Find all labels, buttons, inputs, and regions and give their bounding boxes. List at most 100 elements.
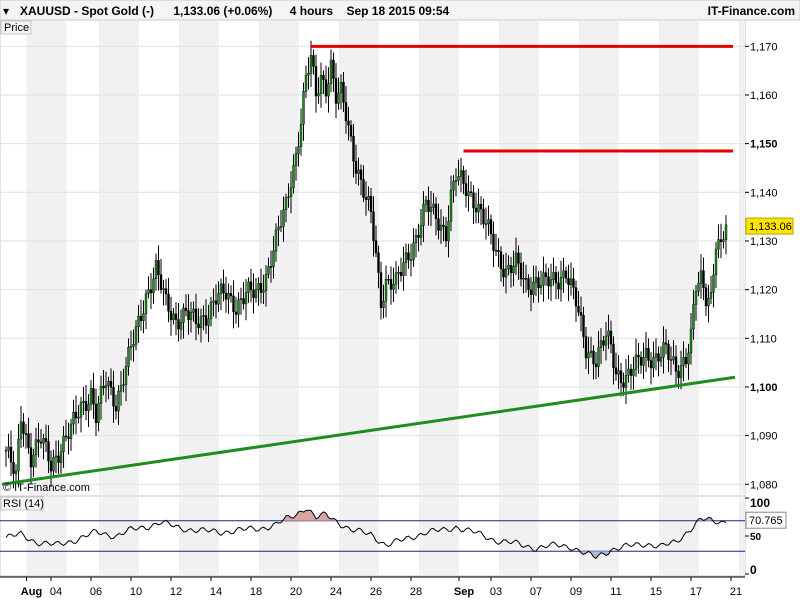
candle-body bbox=[417, 234, 420, 238]
candle-body bbox=[202, 315, 205, 317]
candle-body bbox=[334, 78, 338, 104]
candle-body bbox=[537, 277, 540, 289]
candle-body bbox=[627, 368, 630, 376]
candle-body bbox=[369, 196, 373, 213]
candle-body bbox=[437, 218, 440, 231]
candle-body bbox=[409, 259, 413, 261]
candle-body bbox=[647, 347, 650, 361]
candle-body bbox=[574, 287, 578, 307]
candle-body bbox=[52, 456, 55, 472]
candle-body bbox=[394, 272, 398, 285]
candle-body bbox=[577, 305, 580, 313]
candle-body bbox=[74, 411, 78, 419]
candle-body bbox=[364, 197, 368, 200]
candle-body bbox=[379, 272, 383, 308]
candle-body bbox=[102, 386, 105, 389]
timeframe-label[interactable]: 4 hours bbox=[290, 4, 334, 18]
trend-lines bbox=[1, 44, 736, 486]
candle-body bbox=[134, 326, 138, 345]
candle-body bbox=[112, 387, 115, 407]
candle-body bbox=[59, 451, 63, 463]
support-trendline[interactable] bbox=[1, 375, 736, 486]
candle-body bbox=[539, 284, 543, 289]
candle-body bbox=[254, 289, 258, 298]
candle-body bbox=[669, 359, 673, 361]
candle-body bbox=[689, 328, 693, 354]
candle-body bbox=[262, 290, 265, 293]
candle-body bbox=[317, 93, 320, 97]
price-axis-label: 1,080 bbox=[750, 479, 778, 491]
last-price-label: 1,133.06 bbox=[749, 221, 792, 233]
time-axis-label: 20 bbox=[290, 586, 302, 598]
candle-body bbox=[332, 59, 335, 79]
candle-body bbox=[479, 203, 483, 210]
candle-body bbox=[302, 91, 305, 125]
candle-body bbox=[419, 225, 423, 238]
candle-body bbox=[614, 367, 618, 375]
candle-body bbox=[94, 403, 98, 423]
candle-body bbox=[697, 283, 700, 292]
candle-body bbox=[439, 224, 443, 231]
candle-body bbox=[209, 301, 213, 320]
dropdown-arrow-icon[interactable]: ▾ bbox=[3, 4, 9, 18]
candle-body bbox=[397, 272, 400, 274]
time-axis: Aug 04 06 10 12 14 18 20 24 26 28 Sep 03 07 09 11 15 17 21 bbox=[0, 576, 745, 598]
price-axis-label: 1,160 bbox=[750, 90, 778, 102]
candle-body bbox=[357, 169, 360, 174]
time-axis-label: 17 bbox=[690, 586, 702, 598]
rsi-overbought-fill bbox=[306, 510, 309, 521]
time-axis-label: 12 bbox=[170, 586, 182, 598]
candle-body bbox=[172, 313, 175, 321]
candle-body bbox=[704, 287, 708, 307]
candle-body bbox=[182, 307, 185, 323]
candle-body bbox=[464, 183, 468, 196]
candle-body bbox=[374, 240, 378, 254]
price-candles bbox=[4, 40, 728, 489]
candle-body bbox=[422, 204, 425, 226]
candle-body bbox=[617, 370, 620, 375]
candle-body bbox=[97, 403, 100, 423]
candle-body bbox=[79, 402, 83, 418]
candle-body bbox=[239, 298, 243, 300]
candle-body bbox=[562, 270, 565, 278]
candle-body bbox=[162, 288, 165, 290]
candle-body bbox=[707, 298, 710, 307]
candle-body bbox=[327, 83, 330, 97]
candle-body bbox=[264, 274, 268, 291]
candle-body bbox=[492, 233, 495, 251]
price-axis-label: 1,100 bbox=[750, 382, 778, 394]
candle-body bbox=[579, 312, 583, 316]
candle-body bbox=[699, 270, 703, 284]
candle-body bbox=[632, 369, 635, 376]
candle-body bbox=[657, 353, 660, 362]
rsi-plot bbox=[0, 509, 745, 560]
candle-body bbox=[9, 446, 13, 463]
candle-body bbox=[177, 319, 180, 330]
candle-body bbox=[252, 289, 255, 298]
candle-body bbox=[349, 125, 353, 137]
symbol-title: XAUUSD - Spot Gold (-) bbox=[20, 4, 154, 18]
candle-body bbox=[319, 74, 323, 94]
candle-body bbox=[459, 170, 463, 177]
candle-body bbox=[342, 81, 345, 103]
candle-body bbox=[164, 288, 168, 295]
candle-body bbox=[244, 292, 248, 305]
candle-body bbox=[389, 279, 393, 290]
candle-body bbox=[547, 276, 550, 287]
candle-body bbox=[222, 283, 225, 294]
time-axis-label: 10 bbox=[130, 586, 142, 598]
rsi-panel-label-box bbox=[0, 496, 44, 511]
candle-body bbox=[652, 357, 655, 369]
time-axis-label: 28 bbox=[410, 586, 422, 598]
day-band bbox=[659, 21, 699, 495]
candle-body bbox=[569, 278, 573, 286]
candle-body bbox=[139, 315, 143, 321]
candle-body bbox=[169, 311, 173, 321]
candle-body bbox=[702, 270, 705, 288]
candle-body bbox=[227, 293, 230, 300]
rsi-overbought-fill bbox=[298, 511, 301, 521]
candle-body bbox=[724, 224, 728, 240]
candle-body bbox=[67, 436, 70, 439]
candle-body bbox=[682, 357, 685, 366]
candle-body bbox=[212, 300, 215, 303]
